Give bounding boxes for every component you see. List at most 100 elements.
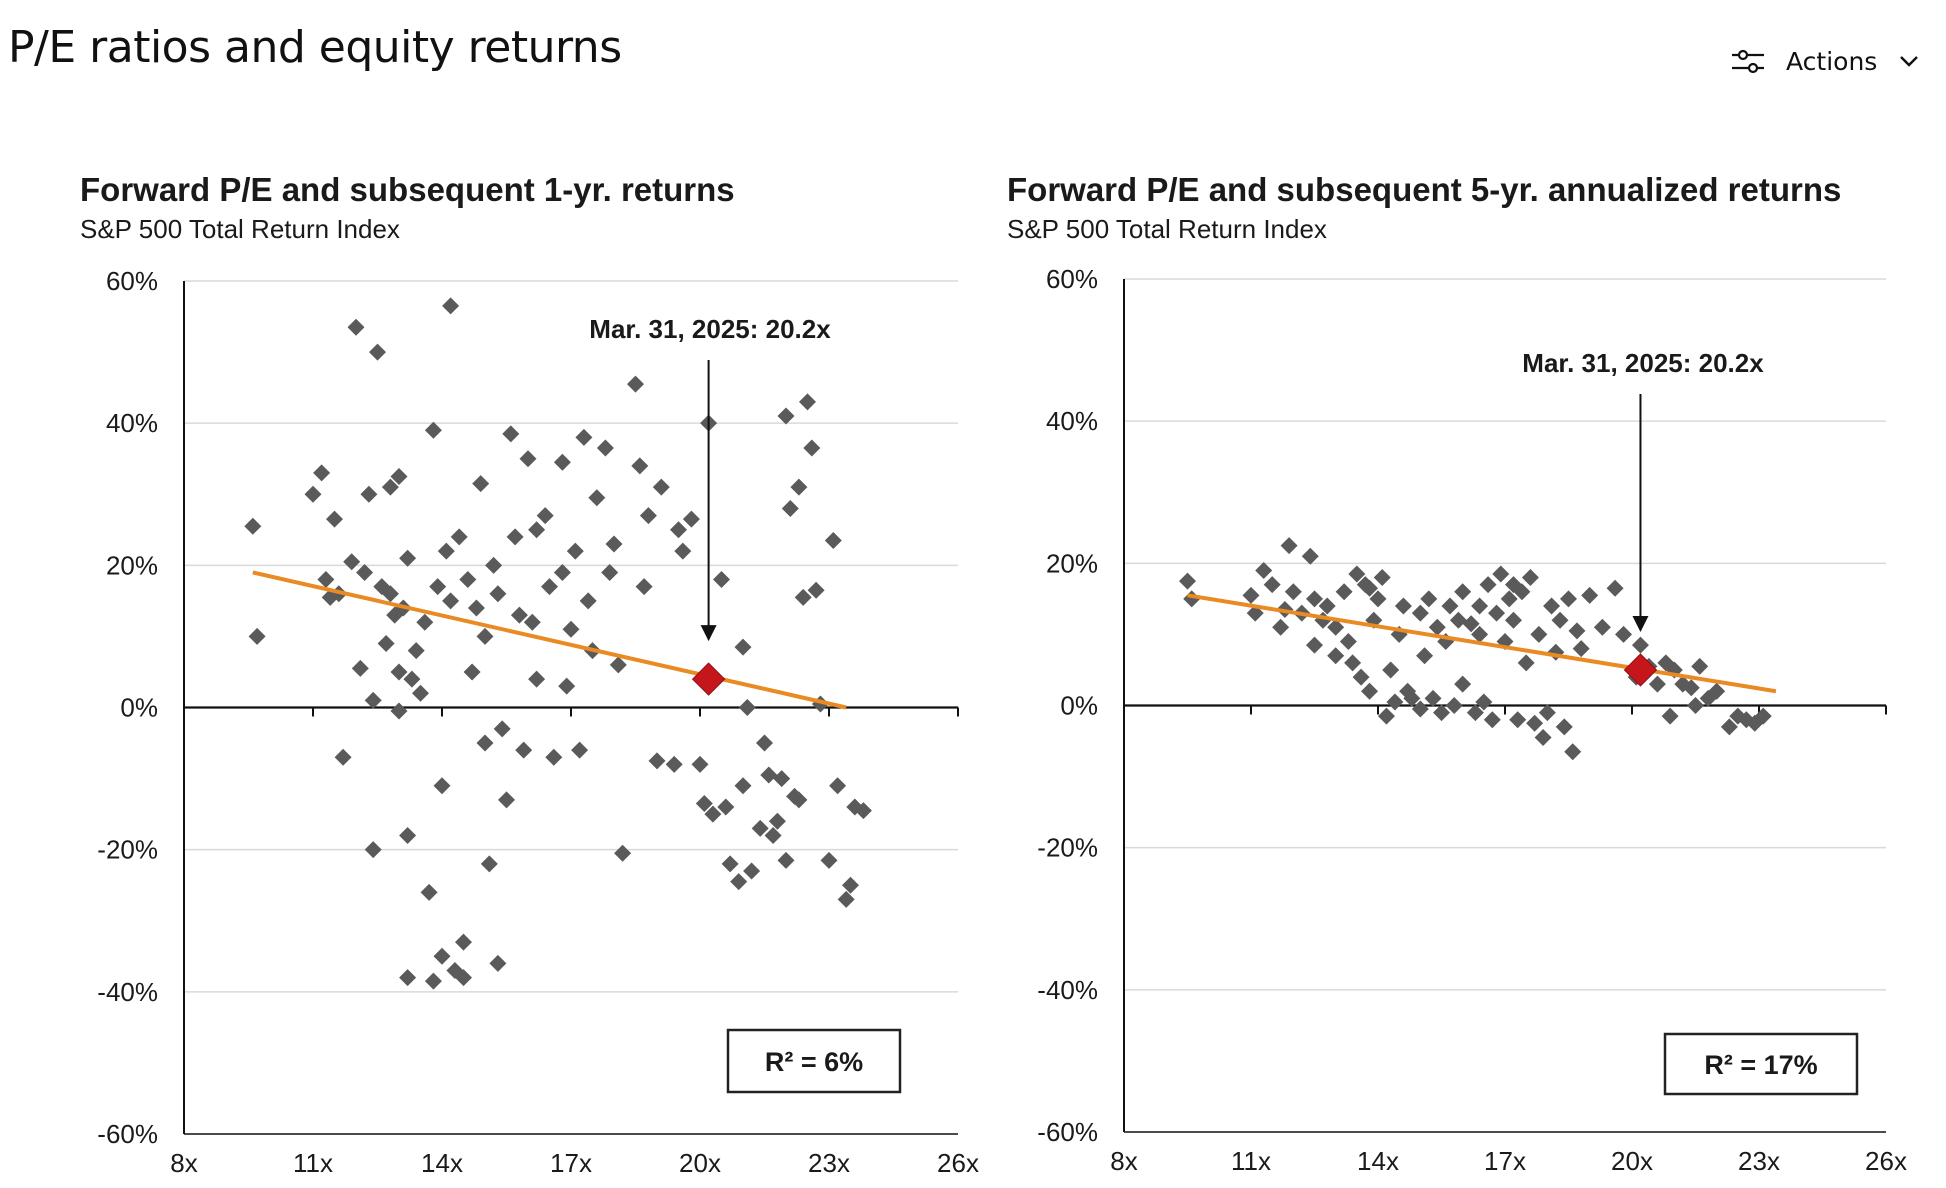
scatter-point [695, 794, 713, 812]
chart-1yr-returns: Forward P/E and subsequent 1-yr. returns… [80, 171, 979, 1178]
scatter-point [1737, 711, 1755, 729]
scatter-point [1348, 565, 1366, 583]
scatter-point [648, 752, 666, 770]
scatter-point [455, 969, 472, 987]
scatter-point [1466, 704, 1484, 722]
x-tick-label: 14x [1357, 1146, 1399, 1176]
scatter-point [1661, 707, 1679, 725]
scatter-point [467, 599, 485, 617]
scatter-point [777, 407, 795, 425]
x-tick-label: 14x [421, 1148, 463, 1178]
actions-button[interactable]: Actions [1728, 38, 1923, 84]
scatter-point [1500, 590, 1518, 608]
scatter-point [480, 855, 498, 873]
scatter-point [1682, 679, 1700, 697]
scatter-point [1720, 718, 1738, 736]
scatter-point [799, 393, 816, 411]
scatter-point [1691, 657, 1709, 675]
scatter-point [721, 855, 739, 873]
scatter-point [1492, 565, 1510, 583]
scatter-point [1361, 579, 1379, 597]
y-tick-label: -60% [1037, 1117, 1098, 1147]
y-tick-label: 20% [106, 550, 158, 580]
scatter-point [773, 770, 791, 788]
scatter-point [691, 755, 709, 773]
x-tick-label: 8x [170, 1148, 197, 1178]
scatter-point [1318, 597, 1336, 615]
scatter-point [566, 542, 584, 560]
scatter-point [1581, 586, 1599, 604]
annotation-label: Mar. 31, 2025: 20.2x [1522, 348, 1764, 378]
trendline [252, 570, 847, 710]
y-tick-label: 0% [1060, 691, 1098, 721]
r2-label: R² = 6% [765, 1047, 863, 1077]
chart-subtitle: S&P 500 Total Return Index [80, 214, 400, 244]
scatter-point [1530, 625, 1548, 643]
scatter-point [730, 873, 748, 891]
current-pe-marker [1623, 653, 1658, 687]
scatter-point [519, 450, 537, 468]
scatter-point [670, 521, 687, 539]
scatter-point [442, 297, 460, 315]
scatter-point [412, 684, 429, 702]
scatter-point [416, 613, 434, 631]
scatter-point [842, 876, 859, 894]
scatter-point [1433, 704, 1450, 722]
scatter-point [790, 791, 808, 809]
scatter-point [854, 802, 872, 820]
scatter-point [1284, 583, 1302, 601]
scatter-point [1504, 611, 1522, 629]
scatter-point [794, 588, 812, 606]
chart-5yr-returns: Forward P/E and subsequent 5-yr. annuali… [1007, 171, 1907, 1176]
scatter-point [734, 777, 752, 795]
scatter-point [455, 933, 472, 951]
scatter-point [1555, 718, 1573, 736]
current-pe-marker [691, 662, 726, 696]
scatter-point [1521, 569, 1539, 587]
scatter-point [1255, 561, 1273, 579]
scatter-point [1517, 654, 1535, 672]
scatter-point [510, 606, 528, 624]
scatter-point [1708, 682, 1726, 700]
x-tick-label: 8x [1110, 1146, 1137, 1176]
scatter-point [424, 421, 442, 439]
scatter-point [347, 318, 365, 336]
scatter-point [1687, 697, 1704, 714]
scatter-point [1454, 583, 1472, 601]
scatter-point [1454, 675, 1472, 693]
scatter-point [528, 521, 546, 539]
scatter-point [1471, 625, 1489, 643]
scatter-point [1445, 697, 1463, 714]
scatter-point [321, 588, 339, 606]
scatter-point [506, 528, 524, 546]
scatter-point [734, 638, 752, 656]
scatter-point [558, 677, 576, 695]
scatter-point [751, 819, 769, 837]
x-tick-label: 11x [1231, 1146, 1271, 1176]
scatter-point [424, 972, 442, 990]
page-title: P/E ratios and equity returns [8, 22, 622, 73]
scatter-point [605, 535, 623, 553]
scatter-point [601, 563, 619, 581]
scatter-point [760, 766, 778, 784]
scatter-point [364, 691, 382, 709]
scatter-point [1657, 654, 1675, 672]
chevron-down-icon [1900, 56, 1919, 67]
scatter-point [635, 578, 653, 596]
scatter-point [377, 635, 395, 653]
scatter-point [1483, 711, 1501, 729]
scatter-point [1352, 668, 1370, 686]
scatter-point [1754, 707, 1772, 725]
x-tick-label: 20x [1611, 1146, 1653, 1176]
scatter-point [450, 528, 468, 546]
scatter-point [1179, 572, 1196, 590]
scatter-point [1411, 700, 1429, 718]
scatter-point [1382, 661, 1400, 679]
scatter-point [704, 805, 722, 823]
y-tick-label: 40% [106, 408, 158, 438]
x-tick-label: 26x [1865, 1146, 1907, 1176]
scatter-point [476, 627, 494, 645]
y-tick-label: 60% [1046, 264, 1098, 294]
scatter-point [562, 620, 580, 638]
scatter-point [627, 375, 644, 393]
